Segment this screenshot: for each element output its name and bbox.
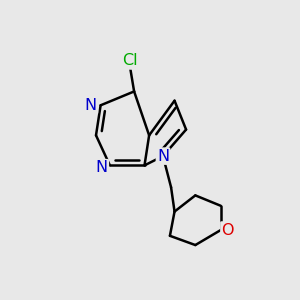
- Text: N: N: [157, 148, 169, 164]
- Text: N: N: [96, 160, 108, 175]
- Text: O: O: [221, 223, 234, 238]
- Text: N: N: [85, 98, 97, 113]
- Text: Cl: Cl: [122, 53, 137, 68]
